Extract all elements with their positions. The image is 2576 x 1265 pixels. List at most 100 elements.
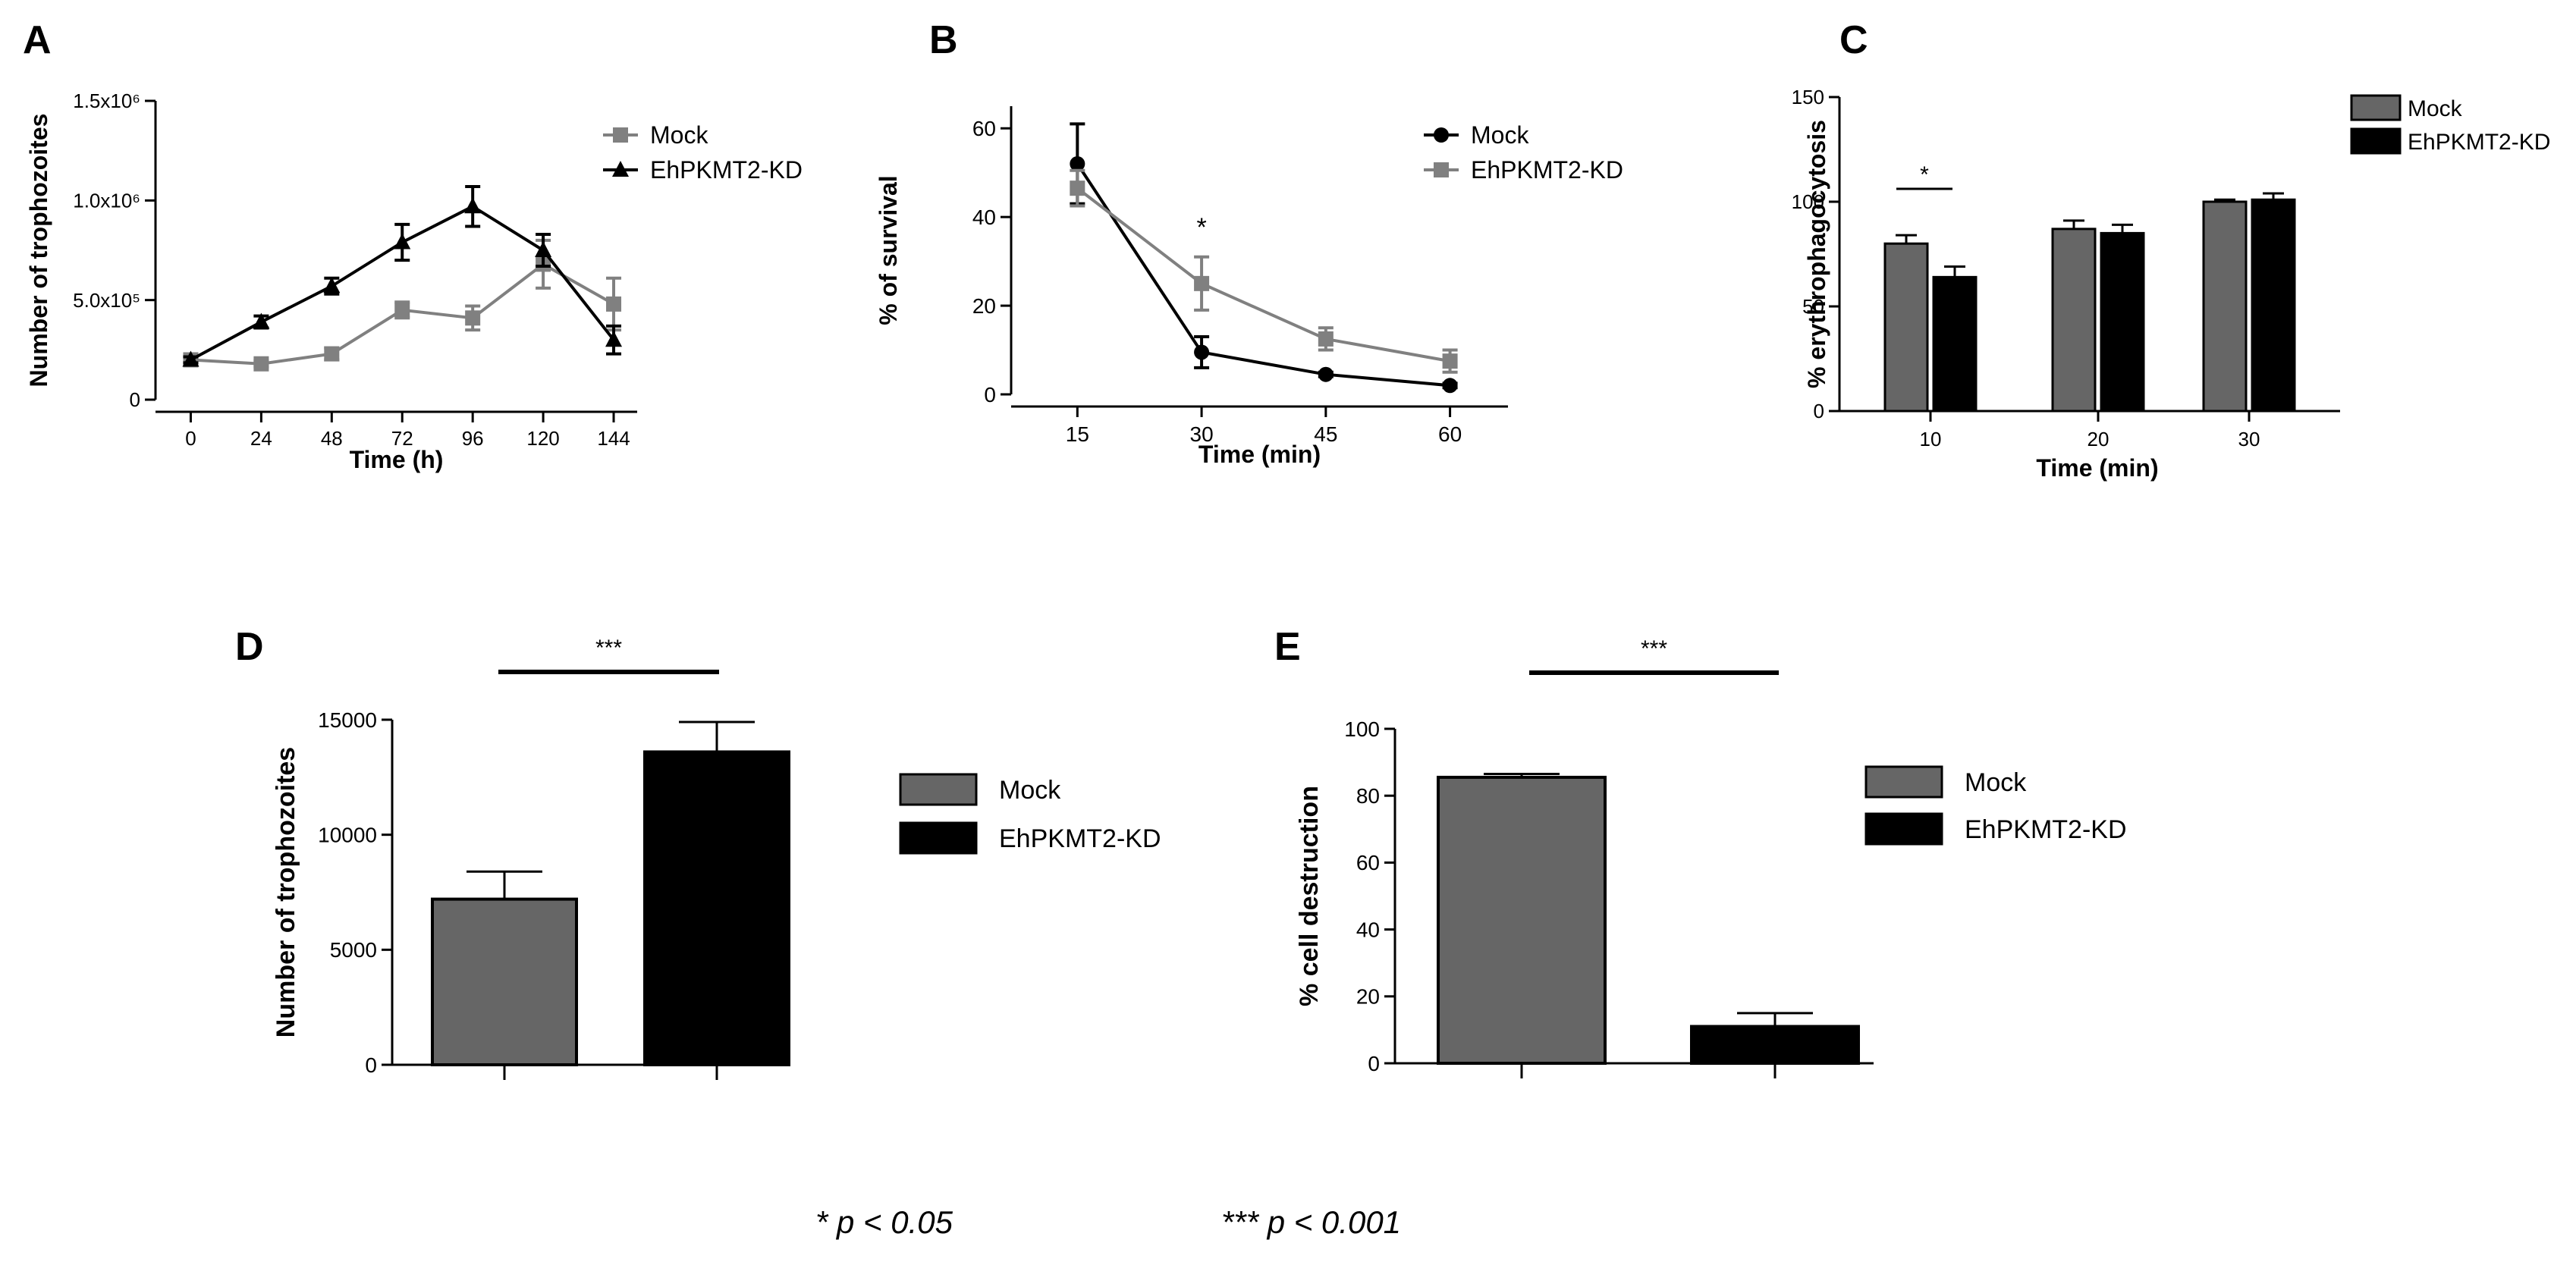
panel-D-legend-swatch (899, 821, 978, 855)
panel-A-legend-marker (613, 127, 628, 143)
panel-E-y-tick-label: 20 (1356, 985, 1380, 1009)
panel-E-bar (1690, 1025, 1860, 1065)
panel-B-x-tick-label: 60 (1438, 422, 1462, 446)
panel-A-data-point (253, 312, 270, 329)
panel-C-bar (2100, 231, 2145, 413)
panel-A-y-tick-label: 1.0x10⁶ (73, 189, 140, 212)
panel-C-bar (1883, 242, 1929, 413)
panel-E-y-tick-label: 80 (1356, 784, 1380, 808)
panel-C-bar (2202, 200, 2248, 413)
panel-B-y-tick-label: 60 (972, 117, 996, 140)
panel-C-y-tick-label: 50 (1802, 295, 1824, 318)
panel-A-data-point (182, 350, 199, 367)
panel-D-legend-swatch (899, 773, 978, 806)
panel-C-y-axis-title: % erythrophagocytosis (1803, 120, 1830, 388)
panel-A-x-tick-label: 24 (250, 427, 272, 450)
panel-B-data-point (1442, 378, 1458, 394)
panel-C-legend-label: Mock (2408, 96, 2463, 121)
panel-D-legend-label: EhPKMT2-KD (999, 824, 1161, 853)
panel-C-y-tick-label: 150 (1792, 86, 1824, 108)
panel-E-y-tick-label: 40 (1356, 918, 1380, 941)
panel-B-legend-label: Mock (1471, 121, 1529, 149)
panel-A-x-tick-label: 96 (462, 427, 484, 450)
panel-B-x-tick-label: 15 (1066, 422, 1089, 446)
panel-C-y-tick-label: 100 (1792, 190, 1824, 213)
panel-B-series-1-line (1076, 187, 1450, 363)
panel-A-y-tick-label: 0 (130, 388, 140, 411)
panel-D-bar (643, 750, 790, 1066)
panel-A-data-point (323, 277, 341, 293)
panel-A-data-point (394, 233, 411, 250)
panel-B-legend-label: EhPKMT2-KD (1471, 156, 1623, 184)
panel-E-y-axis-title: % cell destruction (1295, 786, 1324, 1006)
panel-E-y-tick-label: 60 (1356, 851, 1380, 874)
panel-E-legend-label: Mock (1965, 768, 2027, 797)
panel-C-x-axis-title: Time (min) (2036, 454, 2158, 482)
panel-B-x-tick-label: 30 (1190, 422, 1214, 446)
panel-A-legend-label: EhPKMT2-KD (650, 156, 803, 184)
panel-A-x-tick-label: 72 (391, 427, 413, 450)
panel-A-data-point (324, 346, 340, 362)
panel-E-legend-label: EhPKMT2-KD (1965, 815, 2127, 844)
panel-A-x-tick-label: 0 (185, 427, 196, 450)
panel-A-y-tick-label: 1.5x10⁶ (73, 89, 140, 112)
panel-C-y-tick-label: 0 (1814, 400, 1824, 422)
panel-D-y-tick-label: 5000 (330, 938, 377, 962)
panel-C-legend-label: EhPKMT2-KD (2408, 130, 2550, 155)
panel-C-significance-star: * (1920, 162, 1929, 187)
panel-A-legend-marker (612, 161, 629, 177)
footnote-p005: * p < 0.05 (815, 1204, 953, 1240)
panel-B-series-0-line (1076, 162, 1450, 388)
panel-B-y-axis-title: % of survival (875, 175, 902, 325)
panel-A-y-axis-title: Number of trophozoites (25, 114, 52, 388)
panel-D-y-axis-title: Number of trophozoites (272, 747, 300, 1037)
panel-E-label: E (1274, 625, 1301, 669)
panel-A-legend-label: Mock (650, 121, 708, 149)
panel-C-bar (1932, 275, 1978, 413)
panel-C-bar (2251, 198, 2296, 413)
panel-D-y-tick-label: 10000 (318, 823, 377, 846)
panel-D-significance-stars: *** (595, 636, 622, 661)
panel-A-x-tick-label: 144 (597, 427, 630, 450)
panel-E-legend-swatch (1864, 812, 1943, 846)
panel-B-legend-marker (1434, 127, 1449, 143)
panel-C-label: C (1839, 18, 1868, 62)
panel-B-data-point (1442, 353, 1458, 369)
panel-C-x-tick-label: 10 (1920, 428, 1942, 450)
panel-A-y-tick-label: 5.0x10⁵ (73, 289, 140, 312)
panel-E-significance-stars: *** (1641, 636, 1667, 661)
panel-A-data-point (464, 197, 482, 214)
panel-C-legend-swatch (2350, 127, 2402, 155)
panel-E-legend-swatch (1864, 765, 1943, 799)
panel-B-y-tick-label: 40 (972, 206, 996, 229)
panel-D-y-tick-label: 0 (365, 1053, 377, 1077)
panel-A-label: A (23, 18, 52, 62)
panel-B-label: B (929, 18, 958, 62)
panel-B-data-point (1194, 344, 1210, 360)
panel-A-data-point (605, 331, 623, 347)
panel-D-bar (431, 897, 578, 1066)
panel-B-data-point (1194, 275, 1210, 291)
panel-B-significance-star: * (1196, 213, 1206, 242)
panel-E-bar (1437, 775, 1607, 1065)
footnote-p0001: *** p < 0.001 (1221, 1204, 1402, 1240)
panel-A-data-point (535, 241, 552, 257)
panel-D-legend-label: Mock (999, 776, 1061, 805)
panel-E-y-tick-label: 0 (1368, 1052, 1380, 1075)
panel-C-bar (2051, 228, 2097, 413)
panel-C-legend-swatch (2350, 94, 2402, 121)
panel-E-y-tick-label: 100 (1344, 717, 1380, 741)
panel-A-data-point (465, 310, 481, 326)
panel-A-data-point (253, 356, 269, 372)
panel-B-legend-marker (1434, 162, 1449, 177)
panel-A-x-tick-label: 120 (526, 427, 559, 450)
panel-A-data-point (606, 296, 622, 312)
panel-D-y-tick-label: 15000 (318, 708, 377, 732)
panel-A-x-tick-label: 48 (321, 427, 343, 450)
panel-B-data-point (1070, 180, 1085, 196)
panel-B-y-tick-label: 20 (972, 294, 996, 318)
panel-C-x-tick-label: 30 (2238, 428, 2260, 450)
panel-B-data-point (1318, 331, 1334, 347)
panel-B-y-tick-label: 0 (984, 383, 996, 406)
